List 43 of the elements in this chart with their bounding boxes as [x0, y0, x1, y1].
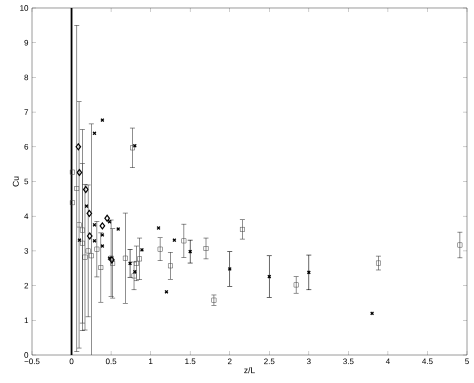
- point: [140, 248, 144, 252]
- point: [109, 256, 115, 264]
- point: [164, 290, 169, 294]
- point: [306, 270, 311, 274]
- point: [168, 263, 173, 268]
- point: [88, 253, 94, 258]
- point: [80, 228, 85, 233]
- point: [130, 145, 135, 150]
- point: [132, 273, 136, 278]
- point: [110, 260, 116, 266]
- point: [94, 246, 100, 252]
- point: [86, 248, 91, 254]
- point: [376, 260, 381, 266]
- x-axis-title: z/L: [244, 367, 255, 374]
- point: [74, 186, 80, 191]
- point: [228, 266, 232, 271]
- point: [77, 238, 82, 242]
- point: [100, 222, 106, 230]
- point: [82, 254, 88, 260]
- point: [240, 226, 245, 232]
- point: [134, 260, 139, 266]
- point: [158, 246, 163, 252]
- point: [80, 240, 85, 246]
- point: [122, 256, 128, 261]
- point: [104, 214, 110, 222]
- point: [457, 242, 462, 248]
- point: [204, 246, 208, 251]
- y-axis-title: Cu: [12, 176, 19, 186]
- point: [76, 168, 82, 176]
- point: [181, 238, 186, 244]
- point: [76, 143, 82, 150]
- point: [188, 250, 192, 254]
- point: [92, 131, 97, 136]
- point: [294, 282, 299, 288]
- point: [70, 200, 75, 206]
- point: [70, 170, 75, 175]
- point: [267, 274, 272, 279]
- point: [116, 226, 120, 232]
- point: [92, 238, 97, 243]
- point: [98, 265, 104, 270]
- point: [76, 222, 82, 228]
- point: [211, 298, 216, 303]
- point: [86, 232, 93, 240]
